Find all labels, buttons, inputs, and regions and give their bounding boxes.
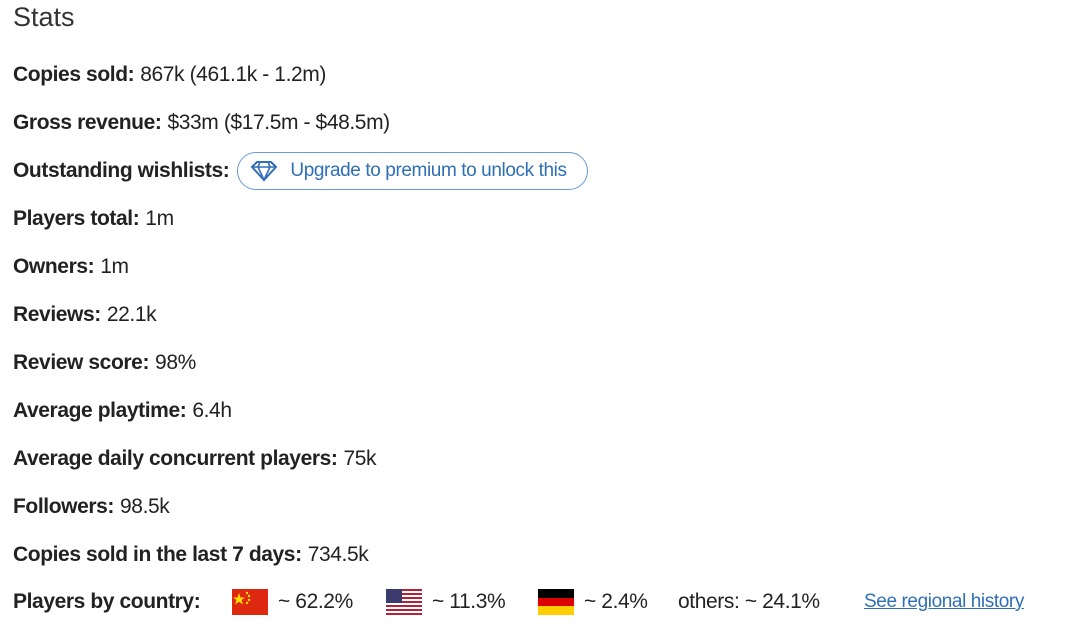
country-row: Players by country: ~ 62.2% ~ 11.3% ~ 2.… (13, 585, 1073, 619)
stat-label: Players total: (13, 207, 140, 230)
regional-history-link[interactable]: See regional history (864, 591, 1024, 612)
flag-cn (232, 589, 268, 615)
country-item: ~ 2.4% (538, 585, 648, 619)
country-item: ~ 11.3% (386, 585, 506, 619)
stat-label: Average daily concurrent players: (13, 447, 338, 470)
stat-value: 867k (461.1k - 1.2m) (140, 63, 326, 86)
link-wrap: See regional history (864, 585, 1024, 619)
stat-value: 98% (155, 351, 196, 374)
stat-row: Average daily concurrent players: 75k (13, 442, 377, 476)
premium-text: Upgrade to premium to unlock this (290, 160, 567, 181)
stat-value: 1m (145, 207, 174, 230)
country-share: ~ 2.4% (584, 590, 648, 613)
stat-label: Gross revenue: (13, 111, 162, 134)
country-share: ~ 11.3% (432, 590, 506, 613)
stat-value: 1m (100, 255, 129, 278)
stat-label: Review score: (13, 351, 150, 374)
country-item: ~ 62.2% (232, 585, 353, 619)
others-text: others: ~ 24.1% (678, 590, 820, 613)
stat-value: 22.1k (106, 303, 157, 326)
stat-row: Gross revenue: $33m ($17.5m - $48.5m) (13, 106, 390, 140)
stat-label: Average playtime: (13, 399, 187, 422)
stat-value: $33m ($17.5m - $48.5m) (167, 111, 390, 134)
stat-value: 734.5k (307, 543, 369, 566)
stat-label: Outstanding wishlists: (13, 159, 230, 182)
stat-label: Owners: (13, 255, 95, 278)
stat-label: Copies sold in the last 7 days: (13, 543, 302, 566)
stat-label: Players by country: (13, 590, 201, 613)
stat-row: Players total: 1m (13, 202, 174, 236)
country-share: ~ 62.2% (278, 590, 353, 613)
stat-label: Followers: (13, 495, 115, 518)
stat-value: 6.4h (192, 399, 232, 422)
stat-value: 75k (343, 447, 377, 470)
stat-value: 98.5k (120, 495, 170, 518)
stat-row: Review score: 98% (13, 346, 196, 380)
stat-row: Owners: 1m (13, 250, 129, 284)
stat-label: Reviews: (13, 303, 101, 326)
stat-row: Reviews: 22.1k (13, 298, 157, 332)
stat-label: Copies sold: (13, 63, 135, 86)
stat-row: Followers: 98.5k (13, 490, 170, 524)
stat-row: Copies sold: 867k (461.1k - 1.2m) (13, 58, 326, 92)
premium-button[interactable]: Upgrade to premium to unlock this (237, 152, 588, 190)
flag-us (386, 589, 422, 615)
stat-row: Copies sold in the last 7 days: 734.5k (13, 538, 369, 572)
stat-row: Average playtime: 6.4h (13, 394, 232, 428)
stat-row: Outstanding wishlists: Upgrade to premium… (13, 152, 588, 190)
section-title: Stats (13, 2, 75, 32)
others-share: others: ~ 24.1% (678, 585, 820, 619)
flag-de (538, 589, 574, 615)
diamond-icon (251, 161, 278, 182)
